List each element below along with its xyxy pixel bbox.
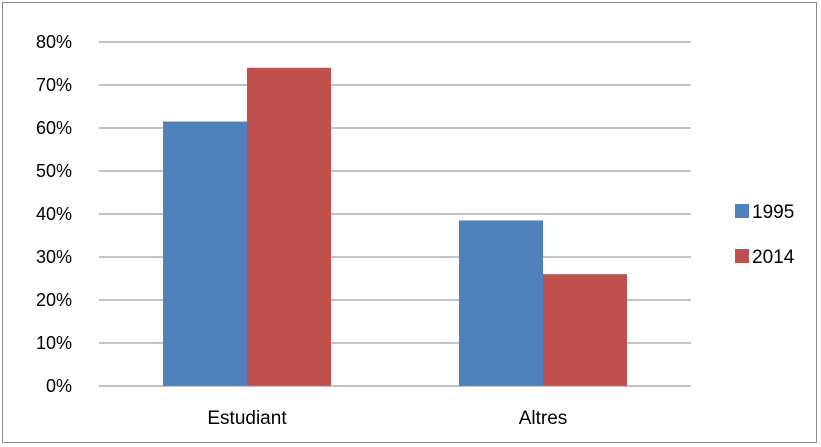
- y-tick-label: 0%: [46, 376, 72, 396]
- y-axis-tick-labels: 0% 10% 20% 30% 40% 50% 60% 70% 80%: [36, 32, 72, 396]
- y-tick-label: 40%: [36, 204, 72, 224]
- bar-1995-estudiant: [163, 121, 247, 387]
- chart-frame: [2, 2, 817, 443]
- legend-label: 2014: [752, 247, 795, 268]
- legend-label: 1995: [752, 202, 794, 223]
- bars: [163, 67, 627, 387]
- x-category-label: Altres: [519, 408, 568, 429]
- y-tick-label: 20%: [36, 290, 72, 310]
- bar-1995-altres: [459, 220, 543, 386]
- y-tick-label: 60%: [36, 118, 72, 138]
- x-category-label: Estudiant: [207, 408, 287, 429]
- y-tick-label: 70%: [36, 75, 72, 95]
- bar-2014-altres: [543, 274, 627, 386]
- y-tick-label: 10%: [36, 333, 72, 353]
- y-tick-label: 80%: [36, 32, 72, 52]
- x-axis-category-labels: Estudiant Altres: [207, 408, 567, 429]
- y-tick-label: 30%: [36, 247, 72, 267]
- bar-2014-estudiant: [247, 67, 331, 387]
- legend-swatch: [735, 249, 749, 263]
- legend-swatch: [735, 204, 749, 218]
- y-tick-label: 50%: [36, 161, 72, 181]
- legend: 1995 2014: [735, 202, 795, 268]
